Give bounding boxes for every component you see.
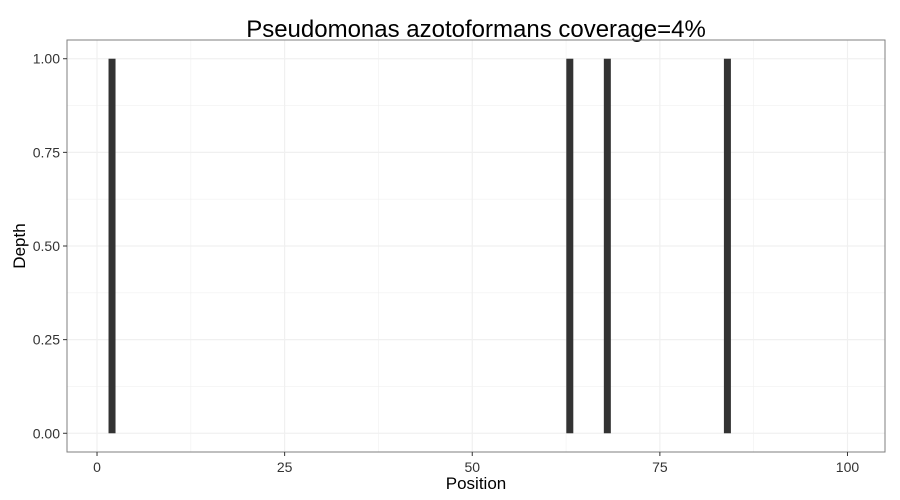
y-tick-label: 1.00 — [33, 51, 60, 67]
x-tick-label: 25 — [277, 459, 293, 475]
y-axis-title: Depth — [10, 223, 29, 268]
bar — [108, 58, 116, 434]
x-axis: 0 25 50 75 100 — [93, 452, 859, 475]
y-tick-label: 0.75 — [33, 144, 60, 160]
chart-title: Pseudomonas azotoformans coverage=4% — [246, 16, 706, 43]
grid-lines — [67, 40, 885, 452]
y-tick-label: 0.25 — [33, 332, 60, 348]
y-tick-label: 0.00 — [33, 425, 60, 441]
x-tick-label: 100 — [836, 459, 860, 475]
x-tick-label: 75 — [652, 459, 668, 475]
bar — [603, 58, 611, 434]
y-axis: 0.00 0.25 0.50 0.75 1.00 — [33, 51, 67, 441]
y-tick-label: 0.50 — [33, 238, 60, 254]
x-axis-title: Position — [446, 474, 506, 493]
x-tick-label: 0 — [93, 459, 101, 475]
bars — [108, 58, 731, 434]
bar — [566, 58, 574, 434]
x-tick-label: 50 — [464, 459, 480, 475]
bar — [723, 58, 731, 434]
